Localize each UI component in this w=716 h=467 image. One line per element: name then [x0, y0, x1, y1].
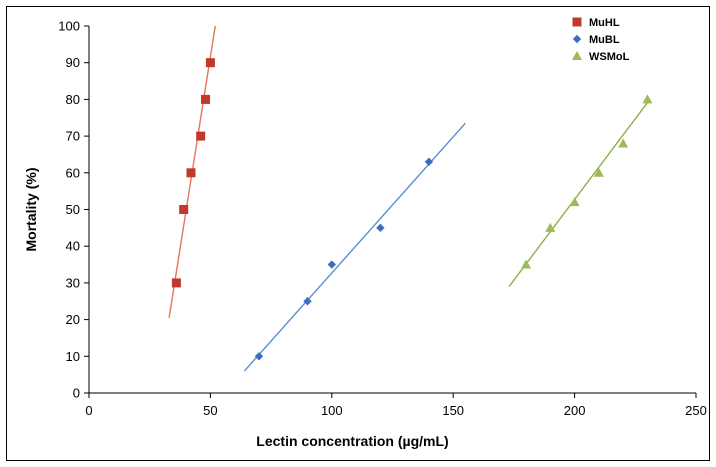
x-tick-label: 50	[203, 403, 217, 418]
data-point-muhl	[201, 94, 211, 104]
data-point-muhl	[171, 278, 181, 288]
y-tick-label: 70	[66, 129, 80, 144]
data-point-muhl	[196, 131, 206, 141]
y-tick-label: 80	[66, 92, 80, 107]
y-tick-label: 10	[66, 349, 80, 364]
x-tick-label: 100	[321, 403, 343, 418]
data-point-mubl	[424, 157, 434, 166]
data-points	[171, 58, 653, 361]
data-point-wsmol	[618, 138, 629, 148]
y-tick-label: 20	[66, 312, 80, 327]
trendline-mubl	[243, 122, 466, 372]
y-tick-label: 90	[66, 55, 80, 70]
legend-marker-wsmol	[572, 51, 582, 60]
data-point-wsmol	[545, 222, 556, 232]
y-axis-title: Mortality (%)	[23, 168, 39, 252]
data-point-wsmol	[593, 167, 604, 177]
legend-marker-mubl	[572, 34, 582, 44]
y-tick-label: 60	[66, 165, 80, 180]
legend-label-mubl: MuBL	[589, 34, 620, 46]
x-tick-label: 200	[564, 403, 586, 418]
x-tick-label: 0	[85, 403, 92, 418]
data-point-mubl	[327, 260, 336, 269]
data-point-mubl	[303, 297, 312, 306]
data-point-mubl	[376, 223, 385, 233]
y-tick-label: 50	[66, 202, 80, 217]
trendlines	[168, 25, 651, 372]
axes: 0 10 20 30 40 50 60 70 80 90 100 0 50 100 150 200 250	[58, 19, 707, 419]
y-tick-label: 30	[66, 275, 80, 290]
x-tick-label: 250	[685, 403, 707, 418]
y-tick-label: 100	[58, 19, 80, 34]
data-point-muhl	[205, 58, 215, 68]
legend-label-muhl: MuHL	[589, 17, 620, 29]
data-point-wsmol	[521, 259, 532, 269]
data-point-wsmol	[642, 94, 653, 104]
x-tick-label: 150	[442, 403, 464, 418]
y-tick-label: 40	[66, 239, 80, 254]
y-tick-label: 0	[73, 386, 80, 401]
trendline-wsmol	[508, 98, 651, 287]
chart-frame	[6, 6, 710, 461]
data-point-mubl	[254, 352, 264, 361]
legend-label-wsmol: WSMoL	[589, 51, 630, 63]
data-point-wsmol	[569, 197, 580, 207]
legend: MuHL MuBL WSMoL	[572, 17, 630, 63]
legend-marker-muhl	[572, 17, 582, 27]
data-point-muhl	[186, 168, 196, 178]
data-point-muhl	[179, 205, 189, 214]
x-axis-title: Lectin concentration (µg/mL)	[256, 433, 448, 449]
